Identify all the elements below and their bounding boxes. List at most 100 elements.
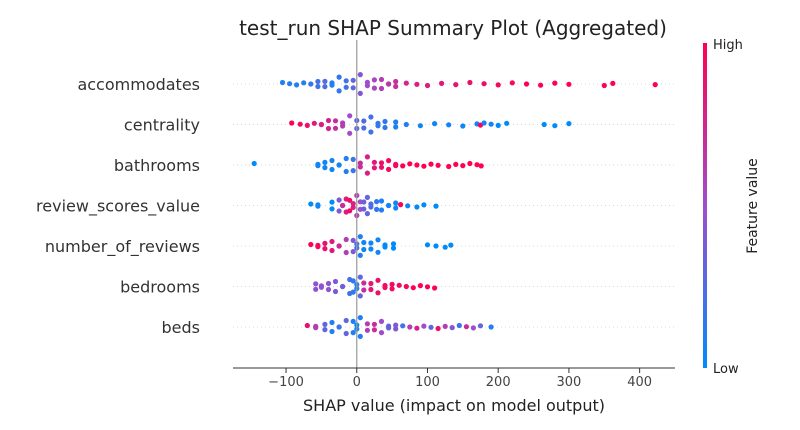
shap-point [424, 82, 431, 89]
shap-point [313, 286, 319, 292]
shap-point [340, 202, 346, 209]
shap-point [424, 284, 431, 290]
shap-point [460, 163, 466, 169]
colorbar-low-label: Low [713, 362, 739, 377]
shap-point [343, 317, 349, 324]
shap-point [304, 122, 310, 128]
shap-point [463, 324, 469, 330]
shap-point [601, 82, 607, 89]
shap-point [364, 327, 370, 333]
shap-point [325, 117, 332, 124]
shap-point [467, 160, 473, 167]
feature-rows [233, 83, 675, 328]
shap-point [357, 234, 363, 240]
shap-point [375, 249, 381, 255]
shap-point [386, 81, 392, 87]
shap-point [428, 324, 434, 330]
shap-point [336, 162, 342, 168]
shap-point [453, 161, 459, 167]
shap-point [378, 198, 385, 204]
shap-point [374, 206, 380, 212]
shap-point [361, 118, 367, 124]
shap-point [393, 326, 399, 332]
shap-point [481, 120, 487, 126]
shap-point [439, 80, 445, 86]
shap-point [315, 78, 321, 85]
shap-point [390, 245, 397, 251]
shap-point [361, 199, 367, 205]
shap-point [350, 77, 356, 83]
shap-point [368, 240, 374, 246]
shap-point [289, 120, 295, 126]
feature-label: beds [162, 318, 201, 337]
shap-point [350, 278, 356, 284]
shap-point [343, 84, 349, 90]
shap-point [453, 82, 459, 88]
shap-point [375, 290, 381, 296]
shap-point [297, 121, 303, 127]
shap-point [442, 244, 448, 250]
shap-point [371, 321, 377, 327]
shap-point [364, 321, 370, 327]
shap-point [336, 208, 342, 214]
feature-label: review_scores_value [36, 197, 200, 217]
shap-point [350, 168, 356, 174]
shap-point [552, 80, 558, 86]
shap-point [417, 283, 423, 289]
shap-point [610, 80, 616, 86]
shap-point [336, 243, 342, 249]
shap-point [378, 318, 385, 324]
shap-point [495, 122, 501, 128]
shap-point [329, 166, 335, 173]
shap-point [470, 325, 476, 331]
shap-point [364, 154, 370, 160]
shap-point [308, 241, 314, 248]
shap-point [393, 119, 399, 125]
shap-point [332, 288, 339, 295]
shap-point [424, 242, 431, 248]
shap-point [315, 163, 321, 169]
shap-point [325, 125, 332, 132]
shap-point [371, 77, 377, 83]
shap-point [350, 201, 356, 207]
shap-point [329, 157, 335, 164]
shap-point [509, 80, 515, 86]
shap-point [364, 170, 370, 176]
shap-point [251, 160, 257, 167]
shap-point [386, 325, 392, 331]
shap-point [322, 240, 328, 246]
shap-point [374, 199, 380, 205]
shap-point [474, 162, 480, 168]
shap-point [375, 277, 381, 283]
shap-point [435, 162, 441, 168]
shap-point [488, 121, 494, 127]
shap-point [393, 205, 399, 211]
shap-point [403, 283, 409, 290]
shap-point [435, 325, 441, 332]
shap-point [364, 194, 370, 200]
chart-title: test_run SHAP Summary Plot (Aggregated) [239, 16, 667, 40]
shap-point [368, 286, 374, 293]
x-tick-label: 0 [353, 375, 361, 390]
shap-point [332, 118, 339, 124]
shap-point [350, 249, 356, 255]
shap-point [361, 206, 367, 212]
shap-point [357, 252, 363, 258]
shap-point [382, 118, 388, 125]
shap-point [361, 280, 367, 286]
shap-point [523, 81, 530, 87]
shap-point [294, 82, 300, 88]
feature-labels: accommodates centrality bathrooms review_sc… [36, 75, 200, 337]
shap-point [343, 330, 349, 337]
shap-point [478, 163, 484, 169]
shap-point [652, 82, 658, 88]
shap-point [318, 284, 324, 290]
x-ticks: −100 0 100 200 300 400 [268, 368, 652, 390]
shap-point [378, 160, 385, 166]
shap-point [350, 318, 356, 324]
shap-point [332, 278, 339, 285]
shap-point [410, 285, 416, 291]
shap-point [386, 166, 392, 172]
shap-point [350, 85, 356, 91]
shap-point [340, 120, 346, 126]
